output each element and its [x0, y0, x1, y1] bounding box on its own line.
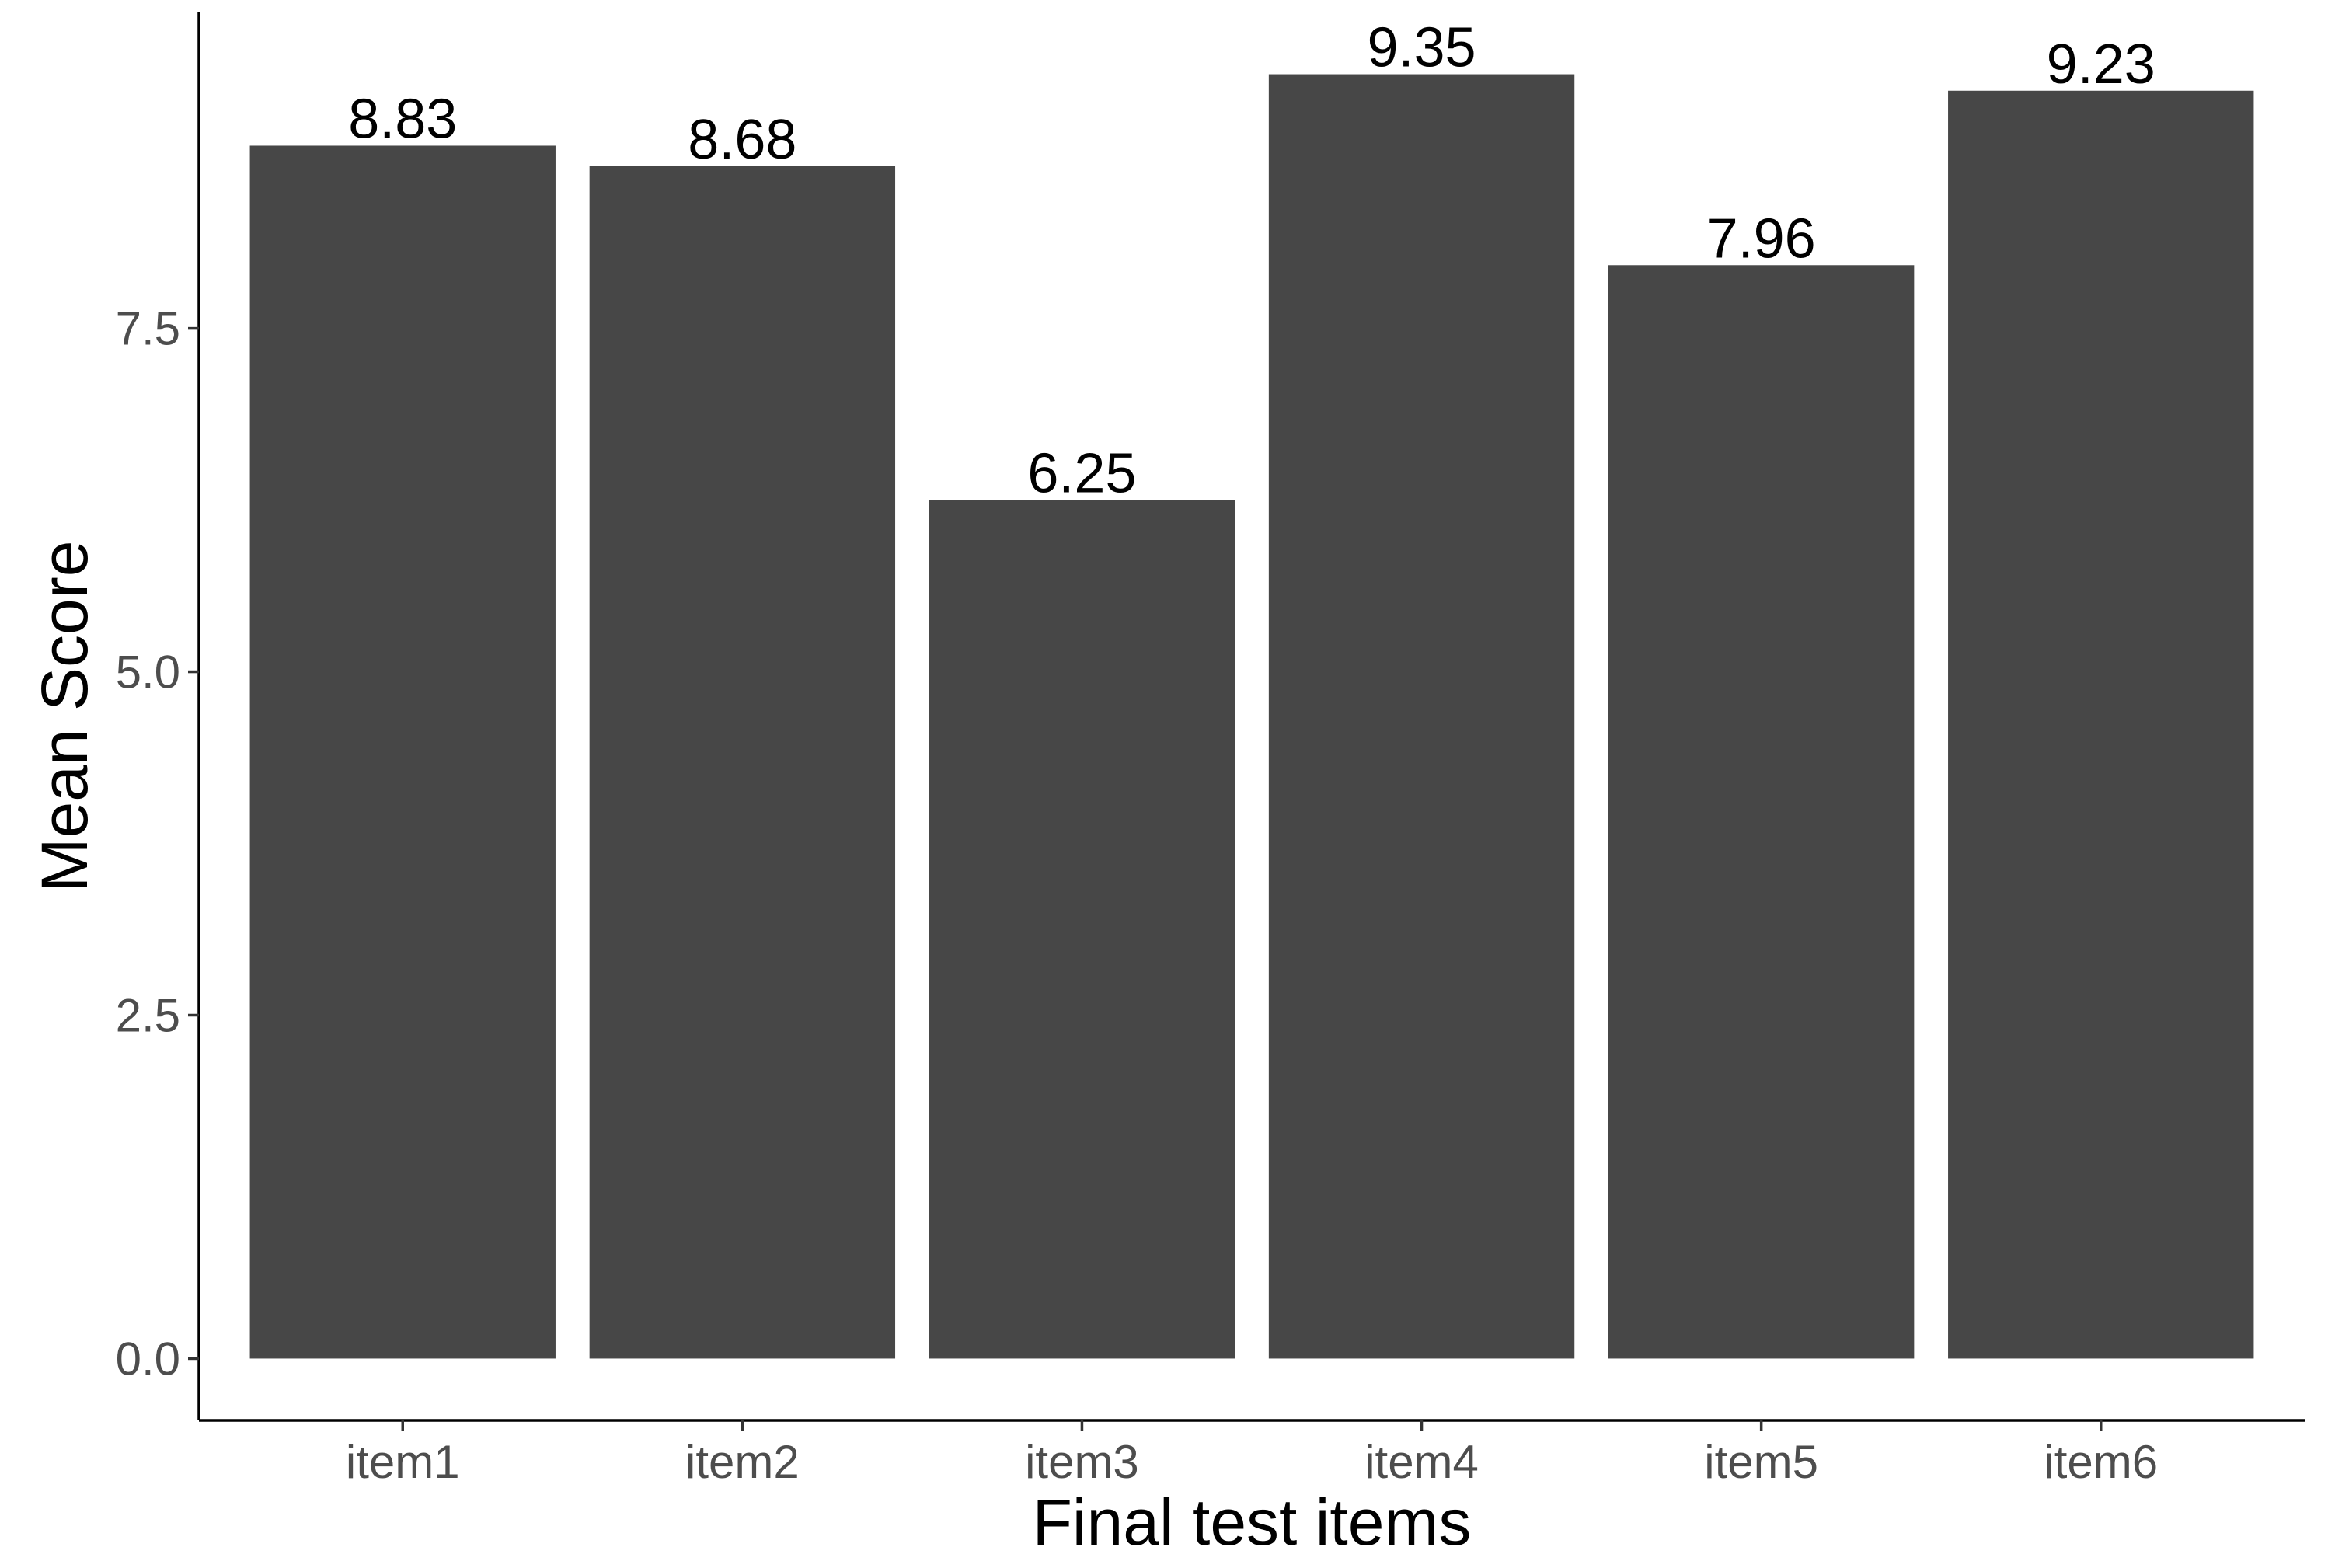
x-tick-label-item5: item5 — [1704, 1436, 1818, 1488]
data-label-item4: 9.35 — [1367, 17, 1476, 79]
x-tick-label-item3: item3 — [1025, 1436, 1139, 1488]
bar-item6 — [1948, 90, 2254, 1359]
bar-item3 — [929, 500, 1235, 1359]
y-tick-label: 7.5 — [116, 303, 180, 355]
x-tick-label-item4: item4 — [1364, 1436, 1479, 1488]
y-axis-title: Mean Score — [28, 541, 101, 893]
data-labels: 8.83 8.68 6.25 9.35 7.96 9.23 — [348, 17, 2155, 505]
y-tick-label: 5.0 — [116, 646, 180, 699]
x-axis-title: Final test items — [1033, 1486, 1472, 1559]
bar-item1 — [249, 145, 556, 1359]
bar-item5 — [1608, 265, 1915, 1359]
x-tick-label-item2: item2 — [685, 1436, 800, 1488]
bars-layer — [249, 74, 2254, 1359]
bar-item4 — [1268, 74, 1575, 1359]
x-tick-label-item6: item6 — [2044, 1436, 2158, 1488]
data-label-item6: 9.23 — [2047, 33, 2155, 96]
x-tick-label-item1: item1 — [346, 1436, 460, 1488]
y-axis-ticks: 0.0 2.5 5.0 7.5 — [116, 303, 199, 1385]
data-label-item1: 8.83 — [348, 88, 457, 150]
axes-layer — [197, 12, 2305, 1422]
x-axis-ticks: item1 item2 item3 item4 item5 item6 — [346, 1420, 2158, 1488]
data-label-item5: 7.96 — [1707, 207, 1816, 270]
y-tick-label: 2.5 — [116, 989, 180, 1041]
data-label-item3: 6.25 — [1027, 443, 1136, 505]
data-label-item2: 8.68 — [688, 109, 796, 171]
y-tick-label: 0.0 — [116, 1333, 180, 1385]
bar-item2 — [589, 166, 896, 1359]
